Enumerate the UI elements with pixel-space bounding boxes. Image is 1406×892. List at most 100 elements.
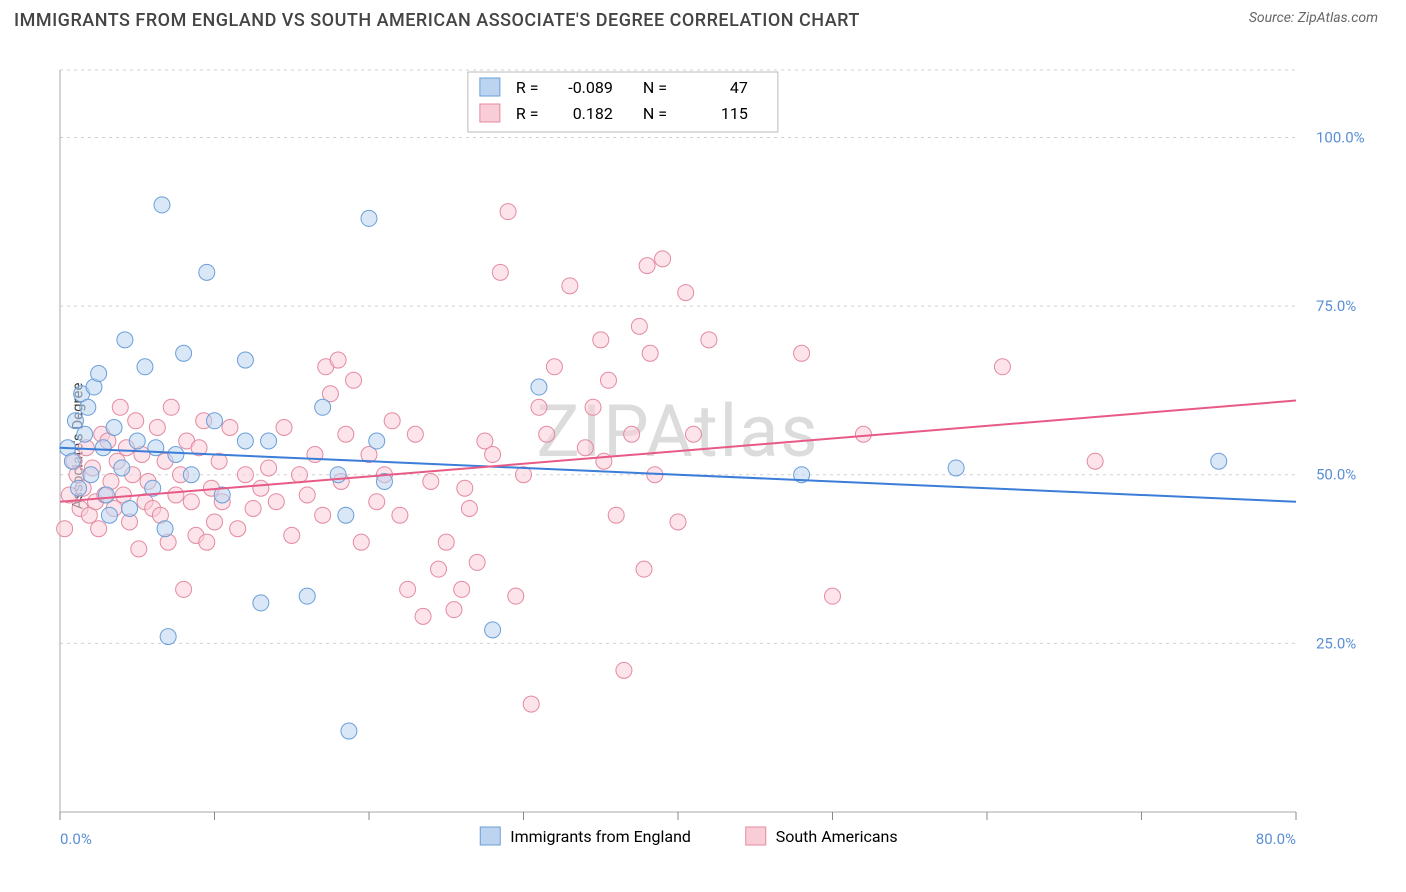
- data-point: [253, 480, 269, 496]
- data-point: [508, 588, 524, 604]
- data-point: [91, 521, 107, 537]
- data-point: [168, 487, 184, 503]
- data-point: [315, 399, 331, 415]
- data-point: [129, 433, 145, 449]
- y-tick-label: 75.0%: [1316, 297, 1356, 315]
- data-point: [642, 345, 658, 361]
- data-point: [353, 534, 369, 550]
- data-point: [546, 359, 562, 375]
- legend-r-value: 0.182: [573, 104, 613, 123]
- data-point: [523, 696, 539, 712]
- data-point: [98, 487, 114, 503]
- data-point: [338, 507, 354, 523]
- data-point: [91, 366, 107, 382]
- data-point: [855, 426, 871, 442]
- data-point: [163, 399, 179, 415]
- data-point: [160, 629, 176, 645]
- data-point: [299, 487, 315, 503]
- data-point: [701, 332, 717, 348]
- data-point: [400, 581, 416, 597]
- data-point: [207, 413, 223, 429]
- data-point: [95, 440, 111, 456]
- data-point: [577, 440, 593, 456]
- data-point: [57, 521, 73, 537]
- data-point: [369, 433, 385, 449]
- data-point: [457, 480, 473, 496]
- data-point: [415, 608, 431, 624]
- source-prefix: Source:: [1249, 10, 1298, 26]
- data-point: [562, 278, 578, 294]
- data-point: [284, 527, 300, 543]
- data-point: [392, 507, 408, 523]
- chart-header: IMMIGRANTS FROM ENGLAND VS SOUTH AMERICA…: [0, 0, 1406, 37]
- data-point: [361, 210, 377, 226]
- data-point: [438, 534, 454, 550]
- data-point: [624, 426, 640, 442]
- data-point: [500, 204, 516, 220]
- data-point: [315, 507, 331, 523]
- y-tick-label: 50.0%: [1316, 466, 1356, 484]
- scatter-plot: 25.0%50.0%75.0%100.0%ZIPAtlas0.0%80.0%R …: [50, 50, 1386, 852]
- data-point: [655, 251, 671, 267]
- data-point: [685, 426, 701, 442]
- data-point: [149, 420, 165, 436]
- data-point: [245, 500, 261, 516]
- data-point: [131, 541, 147, 557]
- data-point: [268, 494, 284, 510]
- legend-n-value: 115: [721, 104, 748, 123]
- data-point: [183, 467, 199, 483]
- data-point: [330, 352, 346, 368]
- chart-source: Source: ZipAtlas.com: [1249, 10, 1378, 26]
- data-point: [631, 318, 647, 334]
- y-tick-label: 100.0%: [1316, 128, 1365, 146]
- data-point: [106, 420, 122, 436]
- data-point: [531, 379, 547, 395]
- data-point: [291, 467, 307, 483]
- data-point: [454, 581, 470, 597]
- data-point: [71, 480, 87, 496]
- data-point: [168, 446, 184, 462]
- data-point: [154, 197, 170, 213]
- legend-swatch: [480, 78, 500, 96]
- data-point: [539, 426, 555, 442]
- data-point: [199, 534, 215, 550]
- data-point: [157, 521, 173, 537]
- data-point: [670, 514, 686, 530]
- data-point: [593, 332, 609, 348]
- data-point: [77, 426, 93, 442]
- data-point: [461, 500, 477, 516]
- data-point: [639, 258, 655, 274]
- legend-r-value: -0.089: [568, 78, 613, 97]
- data-point: [423, 473, 439, 489]
- legend-swatch: [746, 827, 766, 845]
- data-point: [678, 285, 694, 301]
- data-point: [596, 453, 612, 469]
- data-point: [1211, 453, 1227, 469]
- legend-n-label: N =: [643, 104, 667, 123]
- data-point: [261, 460, 277, 476]
- data-point: [183, 494, 199, 510]
- data-point: [64, 453, 80, 469]
- data-point: [492, 264, 508, 280]
- legend-n-label: N =: [643, 78, 667, 97]
- data-point: [237, 467, 253, 483]
- data-point: [261, 433, 277, 449]
- data-point: [237, 352, 253, 368]
- data-point: [101, 507, 117, 523]
- legend-r-label: R =: [516, 104, 539, 123]
- data-point: [469, 554, 485, 570]
- data-point: [346, 372, 362, 388]
- data-point: [608, 507, 624, 523]
- data-point: [276, 420, 292, 436]
- data-point: [948, 460, 964, 476]
- data-point: [112, 399, 128, 415]
- data-point: [207, 514, 223, 530]
- legend-series-label: South Americans: [776, 827, 898, 846]
- data-point: [485, 446, 501, 462]
- data-point: [636, 561, 652, 577]
- data-point: [222, 420, 238, 436]
- data-point: [199, 264, 215, 280]
- data-point: [407, 426, 423, 442]
- chart-title: IMMIGRANTS FROM ENGLAND VS SOUTH AMERICA…: [14, 10, 860, 31]
- x-tick-label: 80.0%: [1256, 830, 1296, 848]
